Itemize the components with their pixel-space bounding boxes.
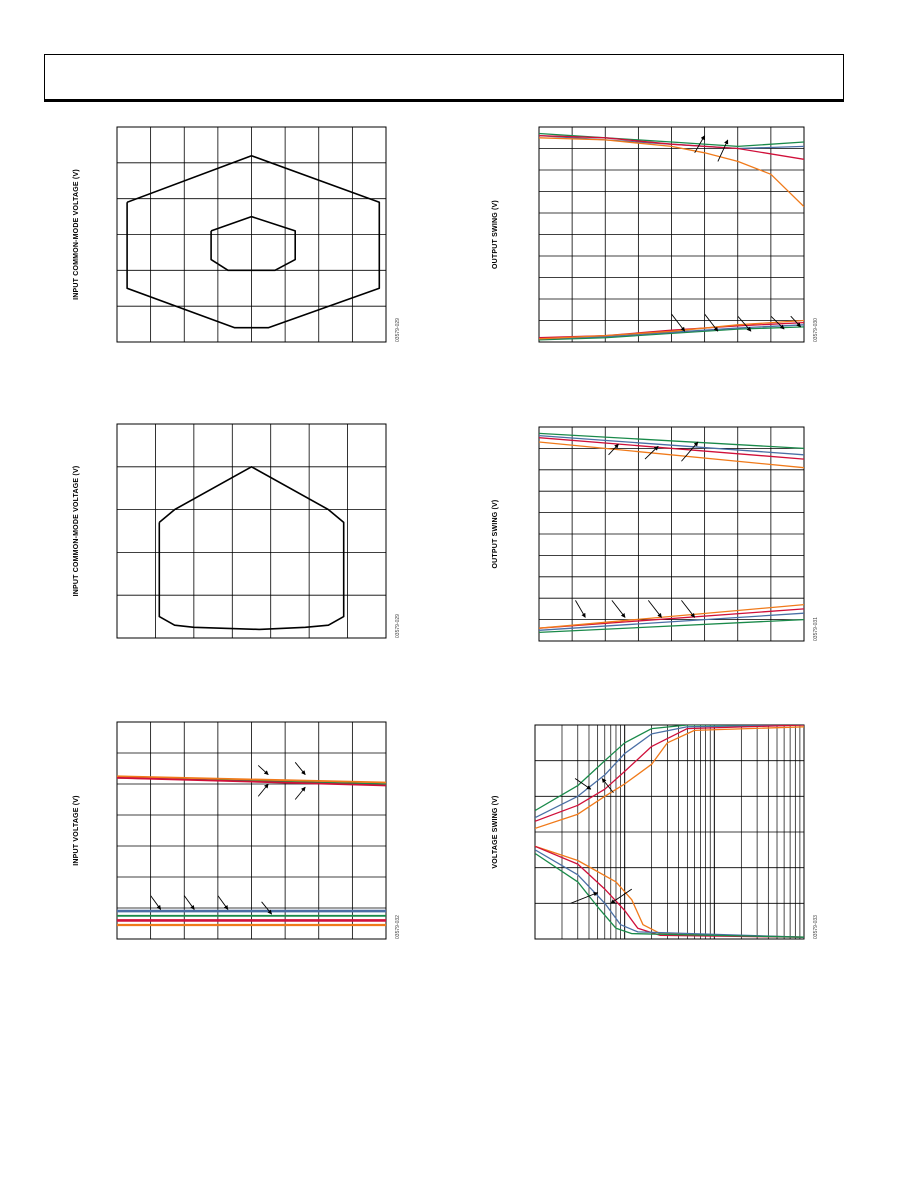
annotation-arrow: [608, 443, 619, 456]
chart-c6: VOLTAGE SWING (V) 03579-033: [492, 724, 819, 940]
annotation-arrow: [694, 135, 706, 154]
series-line-1: [535, 725, 804, 812]
series-line-2: [117, 775, 386, 784]
annotation-arrow: [681, 441, 699, 462]
series-line-7: [539, 608, 804, 629]
gridlines: [117, 722, 386, 939]
chart-c1: INPUT COMMON-MODE VOLTAGE (V) 03579-029: [73, 126, 401, 343]
series-line-3: [539, 134, 804, 160]
series-group: [539, 432, 804, 634]
series-line-3: [117, 776, 386, 787]
y-axis-label: OUTPUT SWING (V): [492, 200, 499, 269]
series-line-2: [539, 434, 804, 456]
annotation-arrow: [770, 315, 785, 330]
annotation-arrow: [647, 600, 662, 618]
y-axis-label: INPUT COMMON-MODE VOLTAGE (V): [73, 169, 80, 300]
chart-c5: INPUT VOLTAGE (V) 03579-032: [73, 721, 401, 940]
annotation-arrow: [704, 313, 719, 332]
series-line-5: [539, 326, 804, 341]
series-line-8: [539, 319, 804, 340]
annotation-arrow: [611, 600, 626, 618]
annotation-arrow: [737, 315, 752, 332]
figure-id: 03579-033: [813, 915, 819, 939]
series-line-1: [126, 154, 381, 329]
series-line-1: [539, 132, 804, 148]
series-line-3: [535, 725, 804, 822]
series-line-6: [535, 845, 804, 938]
annotation-arrow: [294, 762, 306, 776]
series-group: [539, 132, 804, 341]
annotation-arrow: [570, 892, 599, 904]
series-group: [158, 465, 345, 631]
series-group: [117, 775, 386, 927]
series-line-6: [539, 612, 804, 631]
figure-id: 03579-032: [395, 915, 401, 939]
series-line-2: [535, 725, 804, 819]
figure-id: 03579-029: [395, 318, 401, 342]
series-line-8: [539, 603, 804, 629]
series-line-7: [535, 849, 804, 938]
y-axis-label: INPUT COMMON-MODE VOLTAGE (V): [73, 466, 80, 597]
gridlines: [117, 424, 386, 638]
y-axis-label: VOLTAGE SWING (V): [492, 795, 499, 868]
annotation-arrow: [217, 895, 229, 910]
series-line-4: [535, 726, 804, 830]
annotation-arrow: [150, 895, 162, 910]
gridlines: [539, 127, 804, 342]
plot-frame: [116, 423, 387, 639]
series-line-5: [539, 618, 804, 634]
annotation-arrow: [294, 786, 306, 800]
annotation-arrow: [790, 315, 802, 328]
annotation-arrow: [575, 600, 586, 618]
gridlines: [117, 127, 386, 342]
annotation-arrow: [717, 139, 729, 162]
series-line-4: [539, 137, 804, 208]
annotation-arrow: [574, 778, 592, 790]
y-axis-label: OUTPUT SWING (V): [492, 500, 499, 569]
series-group: [126, 154, 381, 329]
chart-c2: OUTPUT SWING (V) 03579-030: [492, 126, 819, 343]
series-group: [535, 725, 804, 938]
y-axis-label: INPUT VOLTAGE (V): [73, 795, 80, 865]
annotation-arrow: [183, 895, 195, 910]
annotation-arrow: [610, 888, 633, 904]
annotation-arrow: [261, 901, 273, 915]
series-line-6: [539, 324, 804, 340]
chart-c4: OUTPUT SWING (V) 03579-031: [492, 426, 819, 642]
figure-id: 03579-031: [813, 617, 819, 641]
annotation-arrow: [681, 600, 696, 618]
series-line-1: [539, 432, 804, 450]
chart-c3: INPUT COMMON-MODE VOLTAGE (V) 03579-029: [73, 423, 401, 639]
gridlines: [539, 427, 804, 641]
figure-id: 03579-029: [395, 614, 401, 638]
series-line-4: [539, 441, 804, 469]
annotation-arrow: [601, 778, 614, 794]
figure-id: 03579-030: [813, 318, 819, 342]
series-line-8: [535, 852, 804, 938]
annotation-arrow: [644, 445, 659, 460]
annotation-arrow: [257, 765, 269, 776]
annotation-arrow: [257, 783, 269, 797]
series-line-2: [210, 215, 297, 272]
page-header-box: [44, 54, 844, 102]
series-line-3: [539, 437, 804, 460]
annotation-arrow: [671, 313, 686, 332]
series-line-1: [158, 465, 345, 631]
